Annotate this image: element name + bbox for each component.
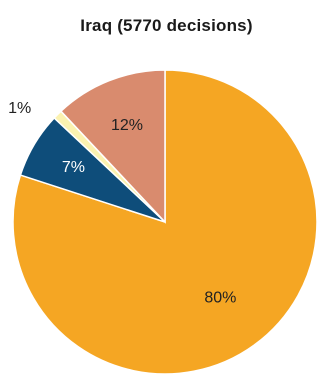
chart-title: Iraq (5770 decisions) bbox=[80, 16, 253, 35]
slice-label-3: 12% bbox=[111, 117, 143, 134]
slice-label-0: 80% bbox=[204, 289, 236, 306]
pie-slice-3 bbox=[59, 69, 166, 224]
slice-label-2: 1% bbox=[8, 100, 31, 117]
slice-label-1: 7% bbox=[62, 159, 85, 176]
